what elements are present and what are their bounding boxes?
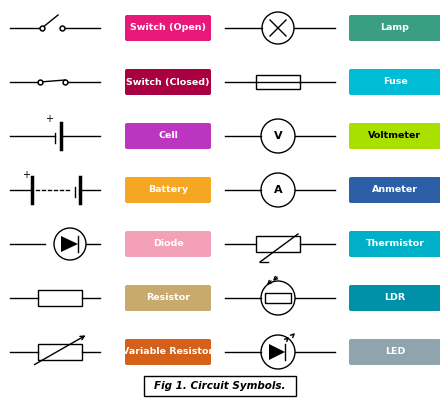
FancyBboxPatch shape [349, 69, 440, 95]
Polygon shape [269, 344, 285, 360]
Bar [38, 344, 82, 360]
Text: A: A [274, 185, 282, 195]
FancyBboxPatch shape [349, 123, 440, 149]
FancyBboxPatch shape [125, 339, 211, 365]
Text: Resistor: Resistor [146, 294, 190, 302]
FancyBboxPatch shape [125, 231, 211, 257]
FancyBboxPatch shape [125, 177, 211, 203]
FancyBboxPatch shape [349, 177, 440, 203]
FancyBboxPatch shape [125, 69, 211, 95]
Text: LED: LED [385, 348, 405, 356]
FancyBboxPatch shape [349, 15, 440, 41]
Bar [256, 75, 300, 89]
FancyBboxPatch shape [125, 15, 211, 41]
Text: Switch (Closed): Switch (Closed) [126, 78, 210, 86]
FancyBboxPatch shape [349, 231, 440, 257]
Text: Fuse: Fuse [383, 78, 407, 86]
Text: Cell: Cell [158, 132, 178, 140]
Text: Diode: Diode [153, 240, 183, 248]
Text: +: + [45, 114, 53, 124]
FancyBboxPatch shape [349, 285, 440, 311]
Text: Battery: Battery [148, 186, 188, 194]
Text: Voltmeter: Voltmeter [368, 132, 422, 140]
Text: Anmeter: Anmeter [372, 186, 418, 194]
Text: V: V [274, 131, 282, 141]
Text: LDR: LDR [385, 294, 406, 302]
Text: Switch (Open): Switch (Open) [130, 24, 206, 32]
Text: Variable Resistor: Variable Resistor [122, 348, 214, 356]
Polygon shape [61, 236, 78, 252]
Text: Thermistor: Thermistor [366, 240, 425, 248]
FancyBboxPatch shape [349, 339, 440, 365]
Text: Fig 1. Circuit Symbols.: Fig 1. Circuit Symbols. [154, 381, 286, 391]
Bar [265, 293, 291, 303]
FancyBboxPatch shape [125, 123, 211, 149]
Bar [256, 236, 300, 252]
Bar [38, 290, 82, 306]
Text: Lamp: Lamp [381, 24, 410, 32]
Text: +: + [22, 170, 30, 180]
FancyBboxPatch shape [125, 285, 211, 311]
FancyBboxPatch shape [144, 376, 296, 396]
